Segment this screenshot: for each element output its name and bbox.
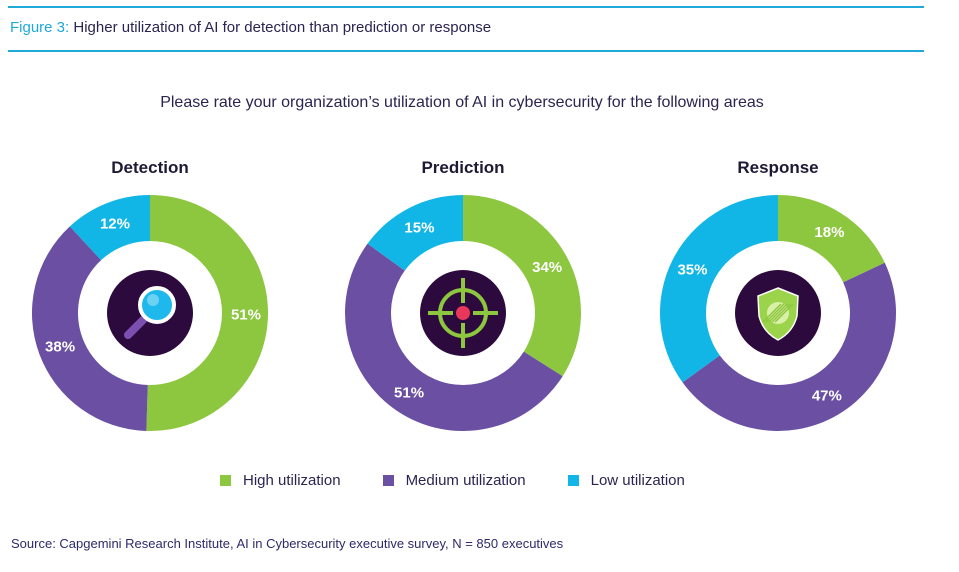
- prediction-segment-high: [463, 195, 581, 377]
- figure-title: Higher utilization of AI for detection t…: [73, 19, 492, 36]
- figure-heading: Figure 3: Higher utilization of AI for d…: [10, 19, 491, 36]
- top-rule: [8, 6, 924, 8]
- donut-title-prediction: Prediction: [421, 158, 505, 177]
- legend-item-medium: Medium utilization: [382, 472, 526, 489]
- response-label-medium: 47%: [812, 388, 842, 405]
- legend: High utilization Medium utilization Low …: [220, 472, 727, 489]
- response-label-low: 35%: [677, 261, 707, 278]
- response-segment-medium: [682, 262, 896, 431]
- legend-item-low: Low utilization: [567, 472, 685, 489]
- shield-icon: [757, 287, 799, 341]
- legend-label-medium: Medium utilization: [405, 472, 526, 489]
- legend-item-high: High utilization: [220, 472, 341, 489]
- magnifier-icon: [124, 286, 176, 339]
- prediction-label-medium: 51%: [394, 384, 424, 401]
- legend-swatch-medium: [382, 475, 394, 486]
- prediction-segment-low: [367, 195, 463, 271]
- detection-label-high: 51%: [231, 306, 261, 323]
- legend-swatch-low: [567, 475, 579, 486]
- legend-label-high: High utilization: [243, 472, 341, 489]
- detection-label-low: 12%: [100, 216, 130, 233]
- donut-title-response: Response: [737, 158, 819, 177]
- response-label-high: 18%: [814, 224, 844, 241]
- donut-prediction: 34% 51% 15%: [344, 195, 581, 432]
- detection-label-medium: 38%: [45, 339, 75, 356]
- response-segment-high: [778, 195, 885, 283]
- detection-segment-medium: [31, 226, 148, 431]
- heading-rule: [8, 50, 924, 52]
- survey-question: Please rate your organization’s utilizat…: [160, 94, 764, 111]
- legend-label-low: Low utilization: [590, 472, 685, 489]
- prediction-label-low: 15%: [404, 219, 434, 236]
- target-crosshair-icon: [428, 278, 498, 348]
- detection-segment-high: [146, 195, 268, 431]
- prediction-label-high: 34%: [532, 259, 562, 276]
- donut-detection: 51% 38% 12%: [31, 195, 268, 431]
- source-note: Source: Capgemini Research Institute, AI…: [11, 536, 564, 551]
- donut-title-detection: Detection: [111, 158, 189, 177]
- prediction-segment-medium: [344, 243, 563, 432]
- detection-segment-low: [69, 195, 150, 261]
- legend-swatch-high: [220, 475, 231, 486]
- response-segment-low: [660, 195, 778, 383]
- donut-response: 18% 47% 35%: [660, 195, 896, 431]
- figure-label: Figure 3:: [10, 19, 70, 36]
